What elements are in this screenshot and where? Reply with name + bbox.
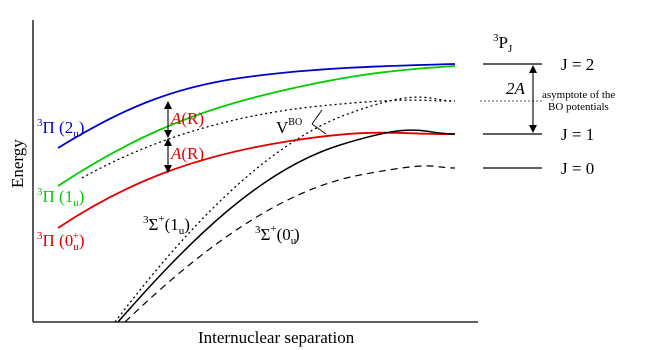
asymptote-note-line2: BO potentials — [548, 101, 609, 113]
vbo-pointer-lower — [311, 123, 327, 135]
label-two-a: 2A — [506, 79, 526, 98]
two-a-arrow — [529, 65, 537, 133]
label-3pi-1u: 3Π (1u) — [37, 186, 84, 209]
vbo-pointer-upper — [311, 109, 323, 125]
label-3pi-2u: 3Π (2u) — [37, 117, 84, 140]
label-ar-lower: A(R) — [170, 144, 204, 163]
curve-3sigma-0u-minus — [124, 165, 456, 323]
label-ar-upper: A(R) — [170, 109, 204, 128]
atomic-state-label: 3PJ — [493, 32, 513, 55]
asymptote-note-line1: asymptote of the — [542, 89, 615, 101]
level-label-j2: J = 2 — [561, 55, 594, 74]
label-vbo: VBO — [276, 117, 302, 137]
ar-arrow-upper — [164, 101, 172, 138]
label-3sigma-1u: 3Σ+(1u) — [143, 213, 190, 237]
curve-3pi-2u — [57, 63, 456, 149]
level-label-j1: J = 1 — [561, 125, 594, 144]
ar-arrow-lower — [164, 138, 172, 173]
x-axis-label: Internuclear separation — [198, 328, 355, 347]
curve-3sigma-1u — [117, 129, 456, 323]
curve-3pi-1u — [57, 65, 456, 187]
y-axis-label: Energy — [8, 139, 27, 188]
level-label-j0: J = 0 — [561, 159, 594, 178]
label-3pi-0u-plus: 3Π (0u+) — [37, 230, 85, 253]
label-3sigma-0u-minus: 3Σ+(0u-) — [255, 223, 300, 247]
curve-3pi-0u-plus — [57, 131, 456, 229]
